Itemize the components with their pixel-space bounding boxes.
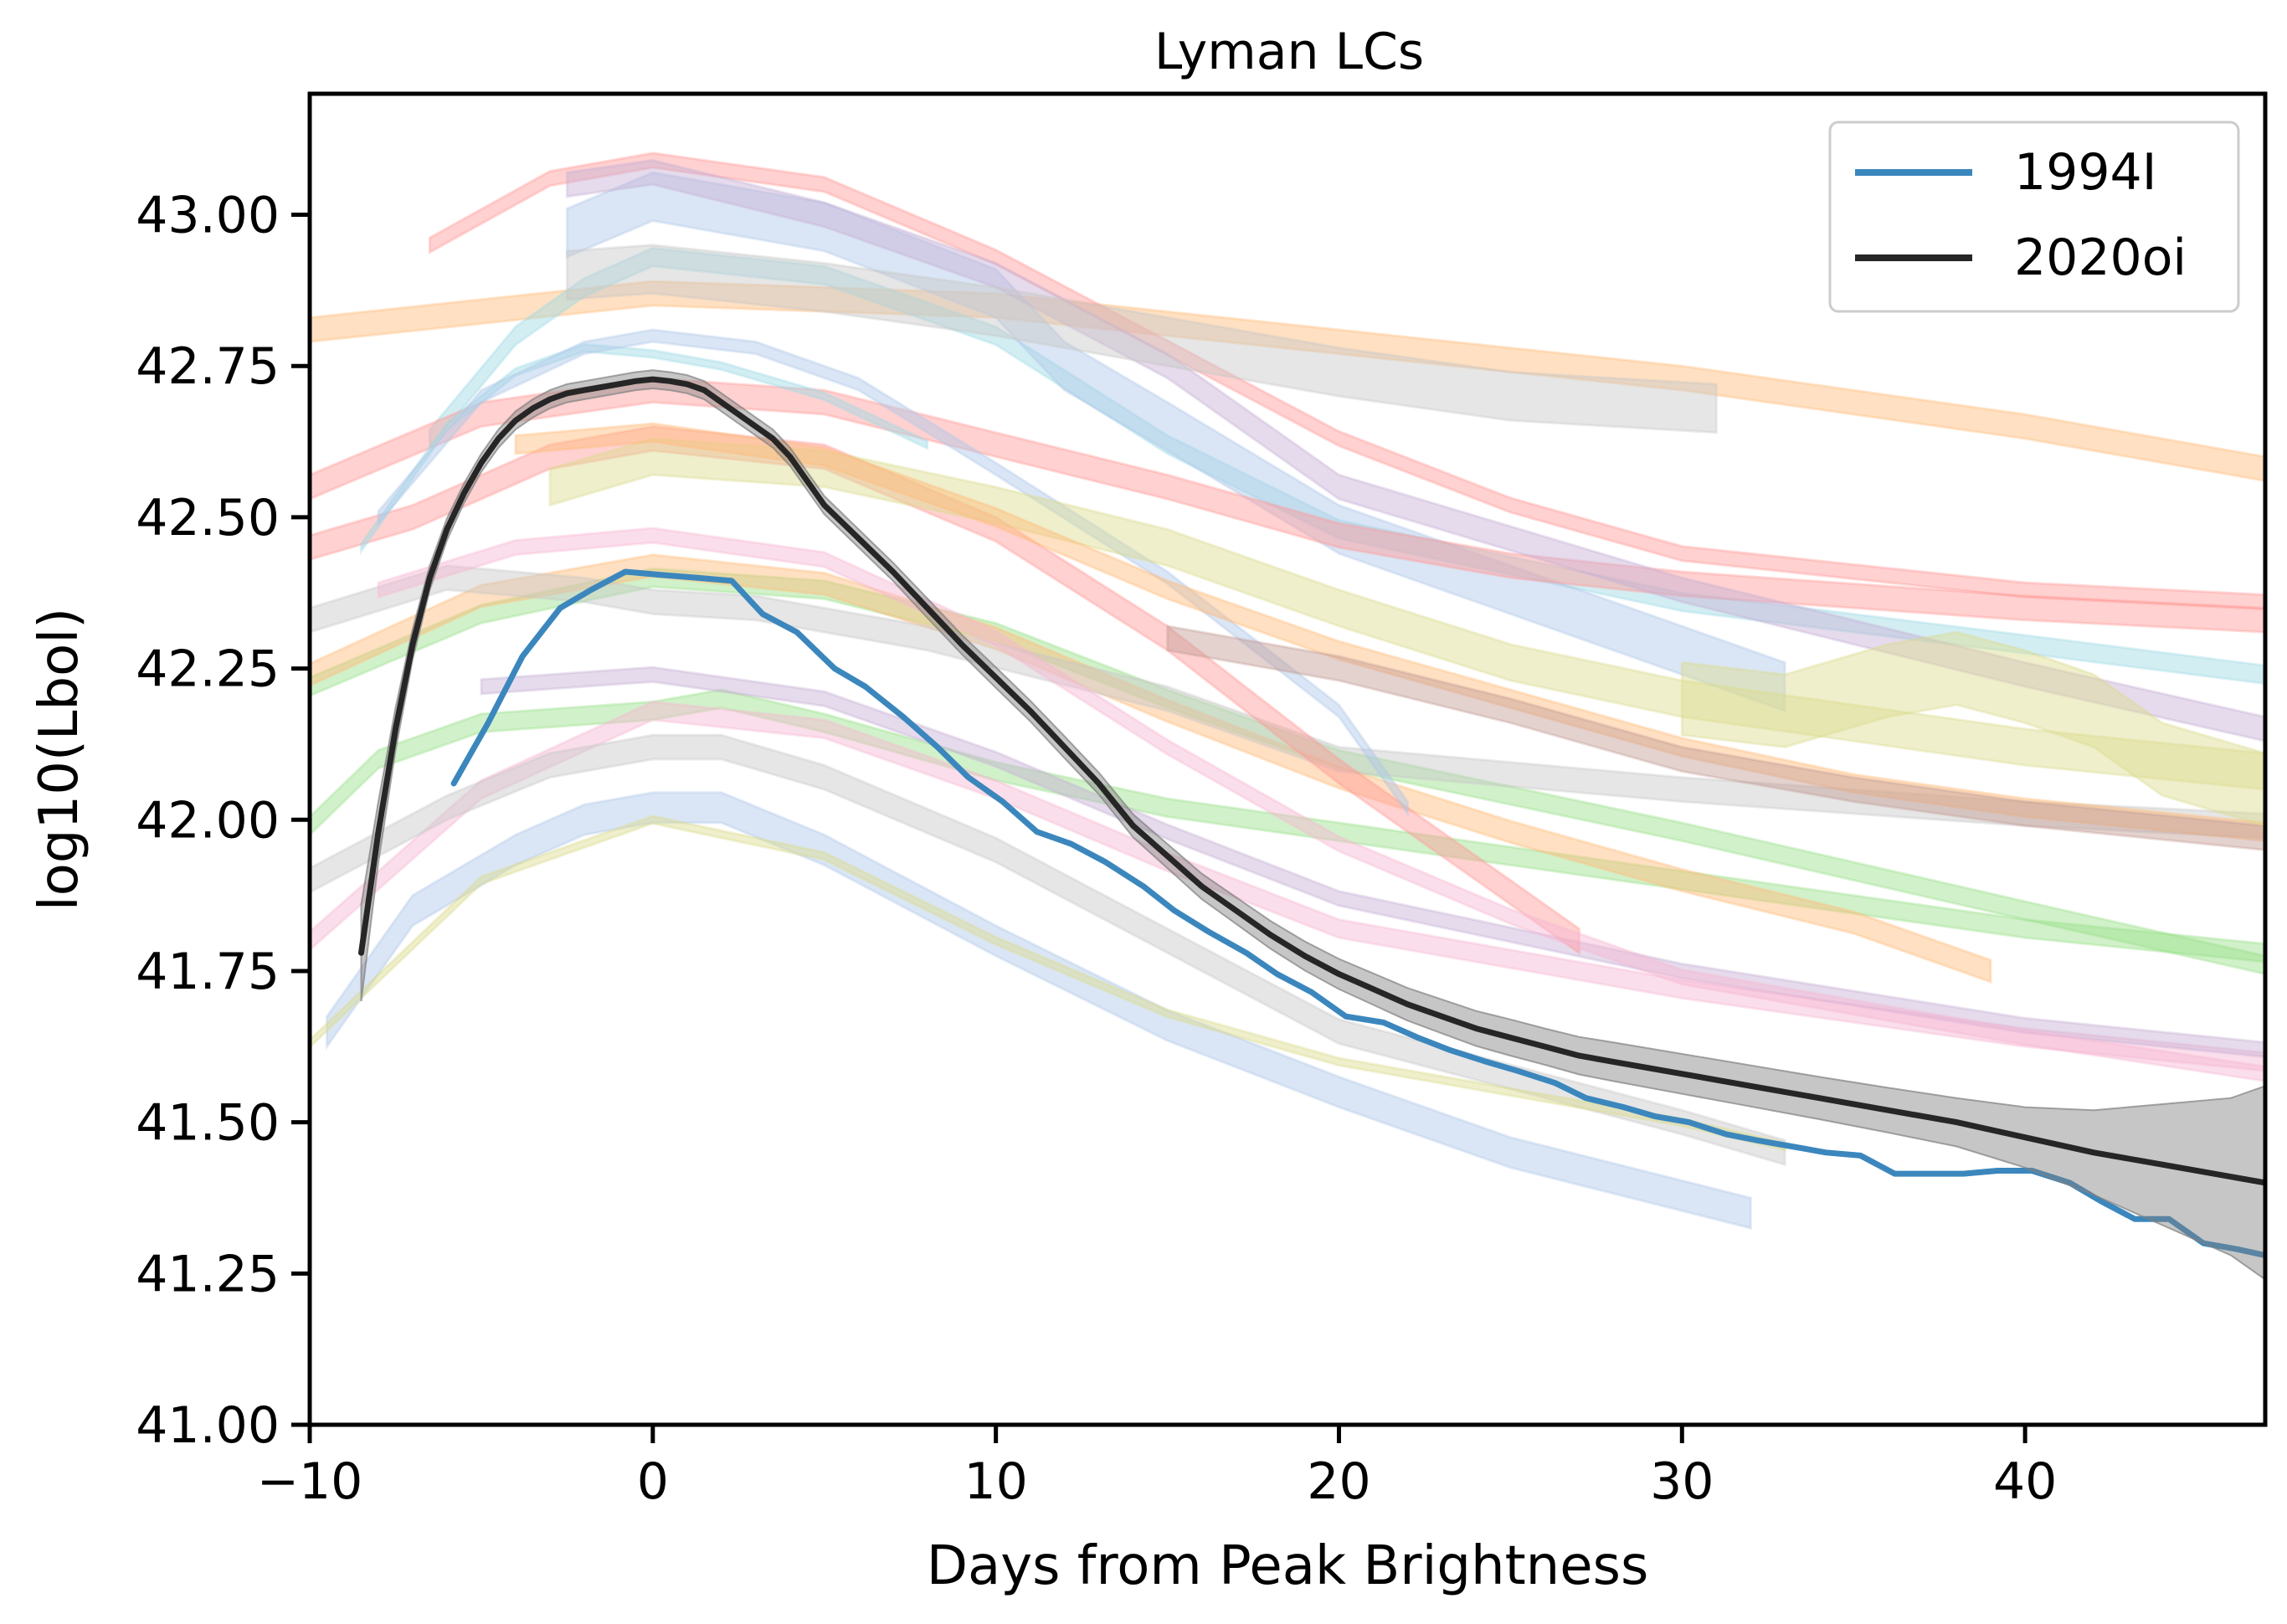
y-tick-label: 43.00 bbox=[136, 187, 280, 245]
y-tick-label: 41.50 bbox=[136, 1094, 280, 1153]
legend-label-1994I: 1994I bbox=[2014, 143, 2156, 202]
x-tick-label: 20 bbox=[1307, 1452, 1370, 1511]
y-tick-label: 41.75 bbox=[136, 943, 280, 1001]
x-tick-label: 30 bbox=[1650, 1452, 1714, 1511]
y-axis: 41.00 41.25 41.50 41.75 42.00 42.25 42.50 42.75… bbox=[136, 187, 310, 1455]
chart-title: Lyman LCs bbox=[1154, 23, 1424, 81]
x-axis: −10 0 10 20 30 40 bbox=[257, 1425, 2058, 1511]
x-tick-label: −10 bbox=[257, 1452, 363, 1511]
x-tick-label: 0 bbox=[637, 1452, 669, 1511]
y-tick-label: 42.00 bbox=[136, 791, 280, 850]
legend: 1994I 2020oi bbox=[1830, 122, 2238, 311]
x-tick-label: 40 bbox=[1993, 1452, 2057, 1511]
legend-label-2020oi: 2020oi bbox=[2014, 229, 2187, 287]
y-tick-label: 42.50 bbox=[136, 489, 280, 547]
x-tick-label: 10 bbox=[964, 1452, 1027, 1511]
background-light-curves bbox=[310, 153, 2265, 1228]
y-axis-label: log10(Lbol) bbox=[28, 608, 90, 911]
y-tick-label: 41.25 bbox=[136, 1245, 280, 1303]
y-tick-label: 41.00 bbox=[136, 1396, 280, 1455]
y-tick-label: 42.25 bbox=[136, 640, 280, 699]
y-tick-label: 42.75 bbox=[136, 337, 280, 396]
x-axis-label: Days from Peak Brightness bbox=[927, 1535, 1649, 1597]
